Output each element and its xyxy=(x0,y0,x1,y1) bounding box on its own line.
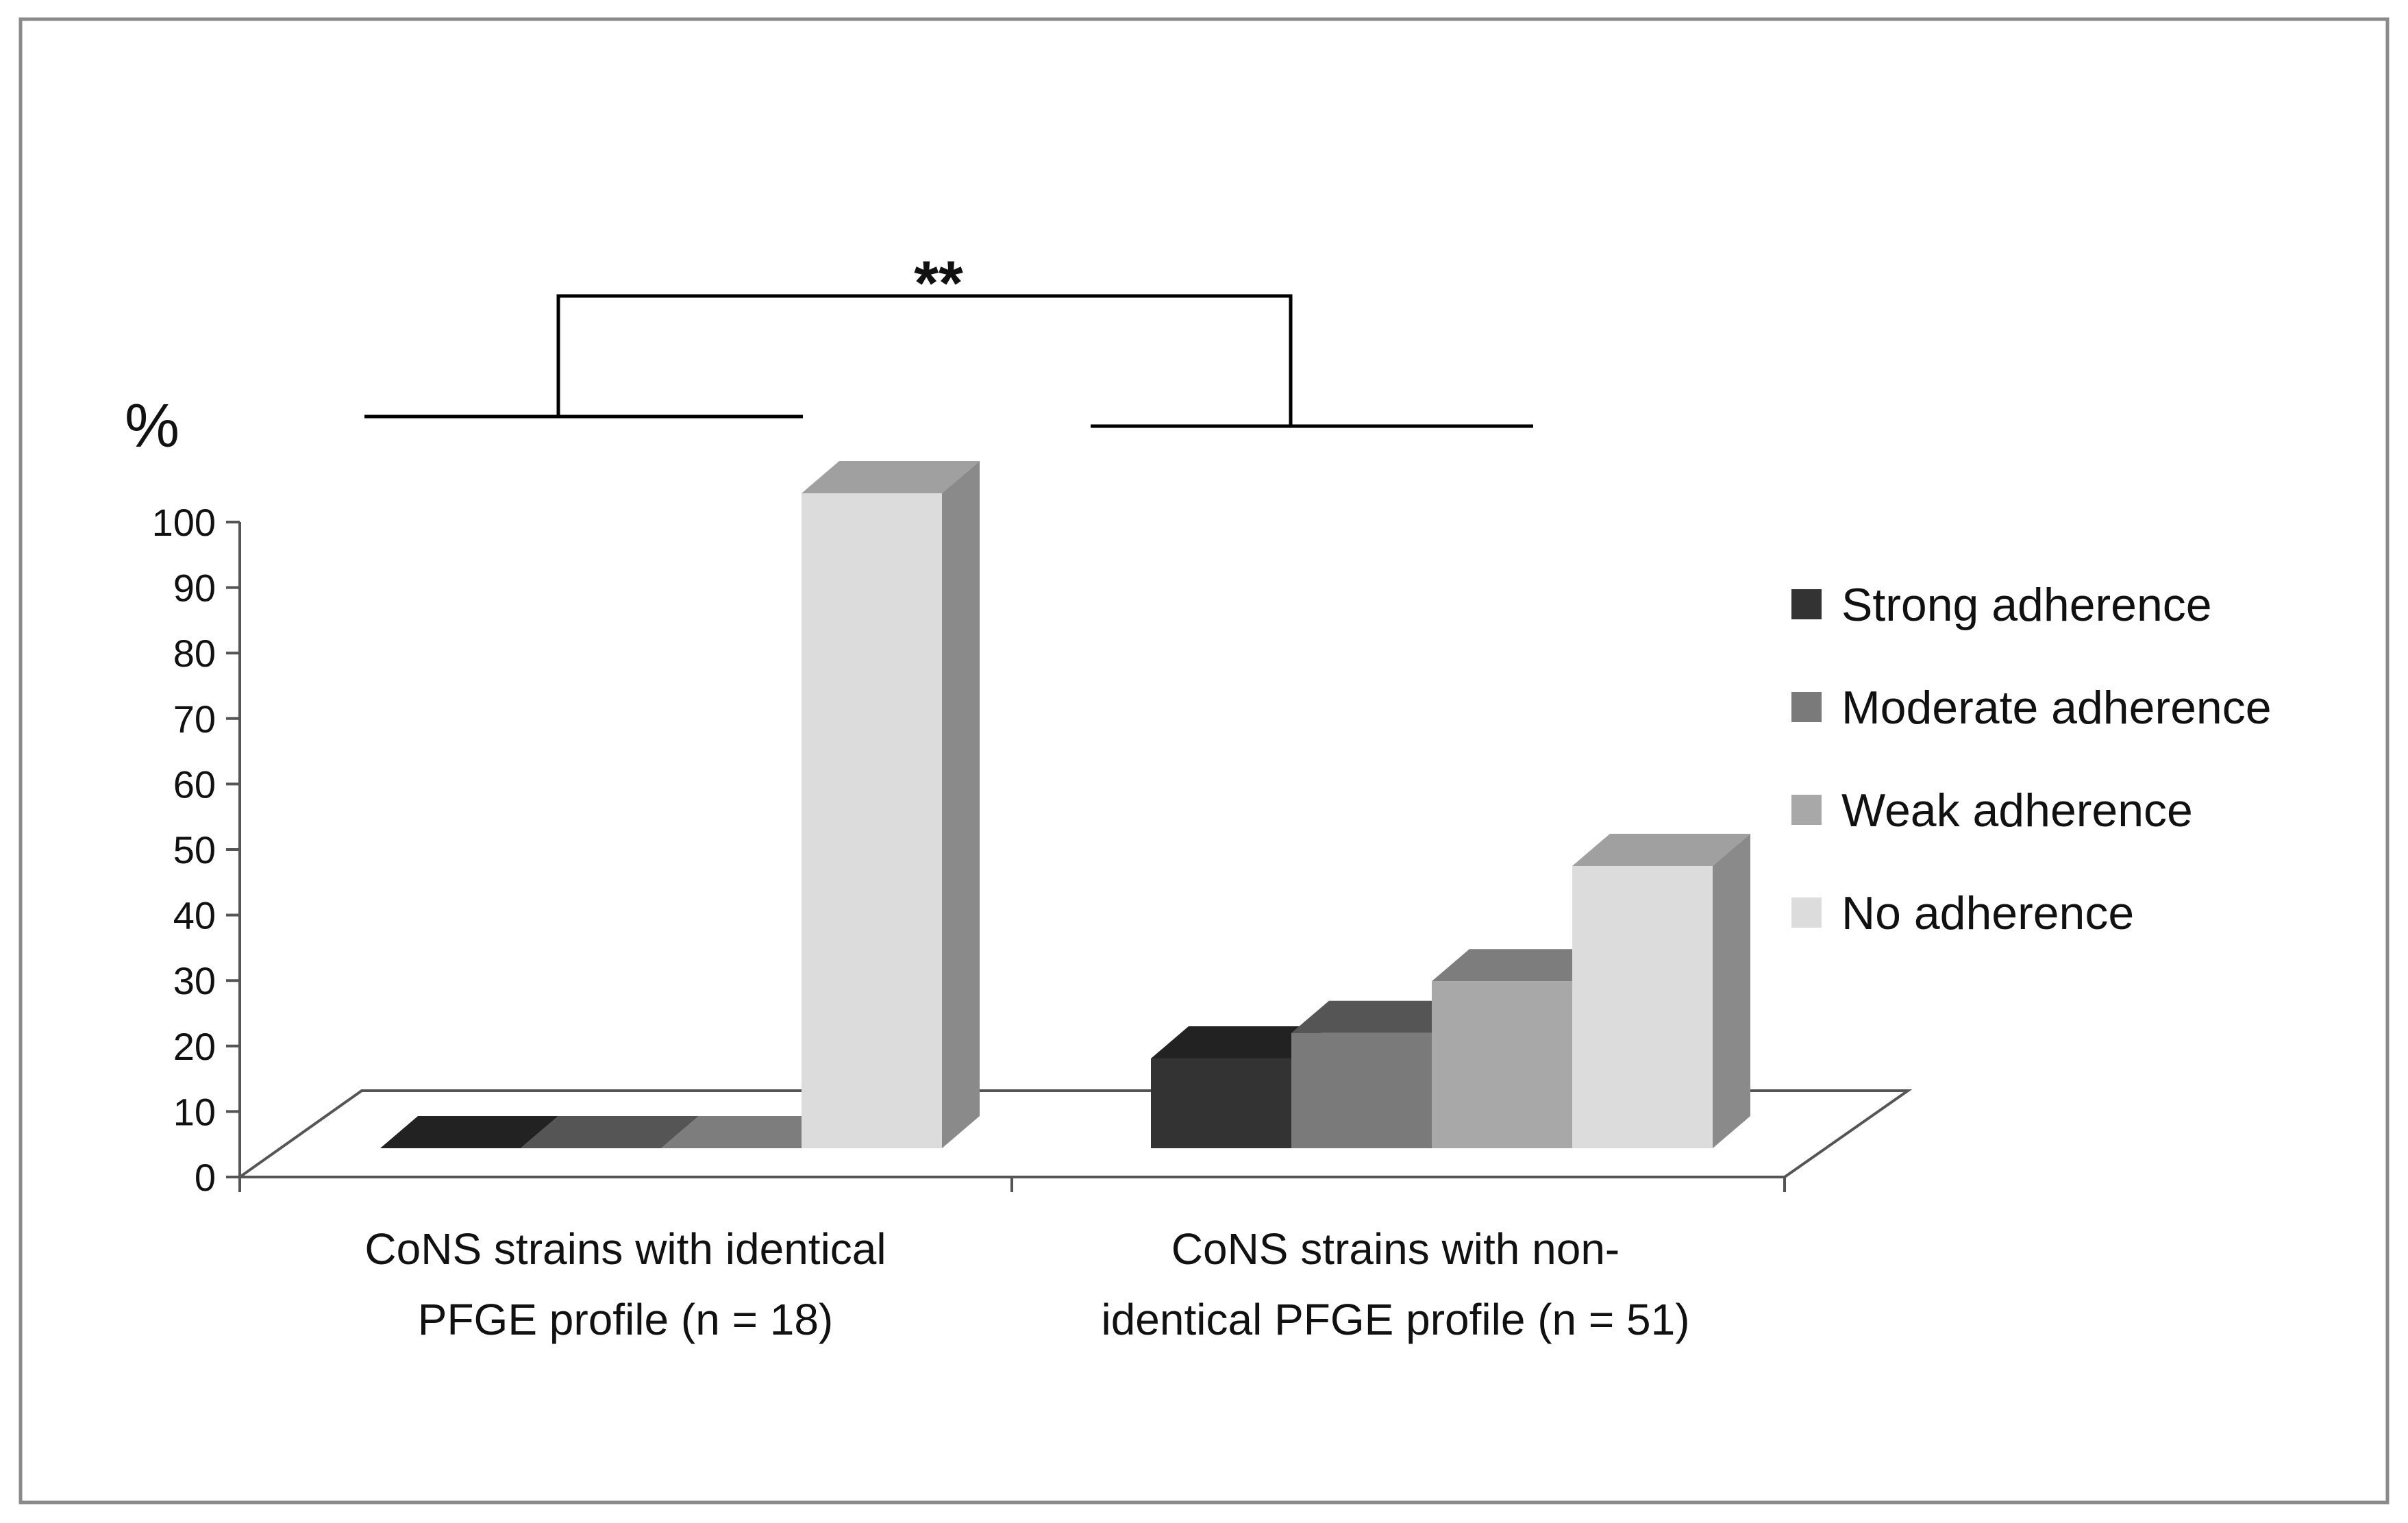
bar-1-1-front xyxy=(1291,1032,1432,1148)
y-tick-label-8: 80 xyxy=(173,632,216,675)
legend-label-0: Strong adherence xyxy=(1841,579,2212,631)
y-tick-label-10: 100 xyxy=(152,501,216,544)
bar-0-1 xyxy=(521,1116,699,1148)
bar-0-0 xyxy=(380,1116,558,1148)
y-tick-label-9: 90 xyxy=(173,567,216,610)
bar-1-2-top xyxy=(1432,949,1610,982)
bar-1-2-front xyxy=(1432,981,1572,1148)
legend-swatch-1 xyxy=(1791,692,1822,722)
legend-swatch-0 xyxy=(1791,589,1822,619)
y-tick-label-6: 60 xyxy=(173,763,216,806)
y-tick-label-7: 70 xyxy=(173,697,216,741)
y-tick-label-1: 10 xyxy=(173,1090,216,1133)
bar-1-0-top xyxy=(1151,1026,1329,1059)
bar-1-1-top xyxy=(1291,1000,1469,1033)
bar-0-3-front xyxy=(802,493,942,1148)
bar-0-2 xyxy=(661,1116,839,1148)
bar-0-2-top xyxy=(661,1116,839,1148)
bar-1-0 xyxy=(1151,1026,1329,1148)
bars xyxy=(380,461,1750,1148)
y-tick-label-5: 50 xyxy=(173,828,216,871)
bar-1-3-top xyxy=(1572,833,1750,866)
bar-0-1-top xyxy=(521,1116,699,1148)
y-axis-ticks: 0 10 20 30 40 50 60 70 80 90 100 xyxy=(152,501,240,1199)
category-label-1-line1: CoNS strains with non- xyxy=(1171,1224,1619,1274)
legend-label-2: Weak adherence xyxy=(1841,784,2193,837)
significance-bracket xyxy=(556,294,1293,426)
bar-0-3 xyxy=(802,461,980,1148)
bar-1-3 xyxy=(1572,833,1750,1148)
bar-1-3-side xyxy=(1713,833,1750,1148)
category-label-0-line1: CoNS strains with identical xyxy=(364,1224,886,1274)
y-axis-label: % xyxy=(125,392,179,460)
bar-1-2 xyxy=(1432,949,1610,1148)
significance-marker: ** xyxy=(914,249,963,319)
bar-0-3-side xyxy=(942,461,980,1148)
y-tick-label-2: 20 xyxy=(173,1025,216,1068)
legend: Strong adherence Moderate adherence Weak a… xyxy=(1791,579,2272,939)
y-tick-label-3: 30 xyxy=(173,959,216,1002)
legend-label-1: Moderate adherence xyxy=(1841,682,2272,734)
outer-frame xyxy=(18,17,2390,1505)
category-label-0-line2: PFGE profile (n = 18) xyxy=(418,1295,833,1344)
legend-swatch-2 xyxy=(1791,795,1822,825)
bar-1-3-front xyxy=(1572,865,1713,1148)
bar-1-0-front xyxy=(1151,1058,1291,1148)
bar-1-1 xyxy=(1291,1000,1469,1148)
category-label-1-line2: identical PFGE profile (n = 51) xyxy=(1101,1295,1689,1344)
y-tick-label-4: 40 xyxy=(173,894,216,937)
y-tick-label-0: 0 xyxy=(195,1156,216,1199)
bar-0-0-top xyxy=(380,1116,558,1148)
legend-label-3: No adherence xyxy=(1841,887,2134,939)
bar-0-3-top xyxy=(802,461,980,493)
legend-swatch-3 xyxy=(1791,897,1822,928)
